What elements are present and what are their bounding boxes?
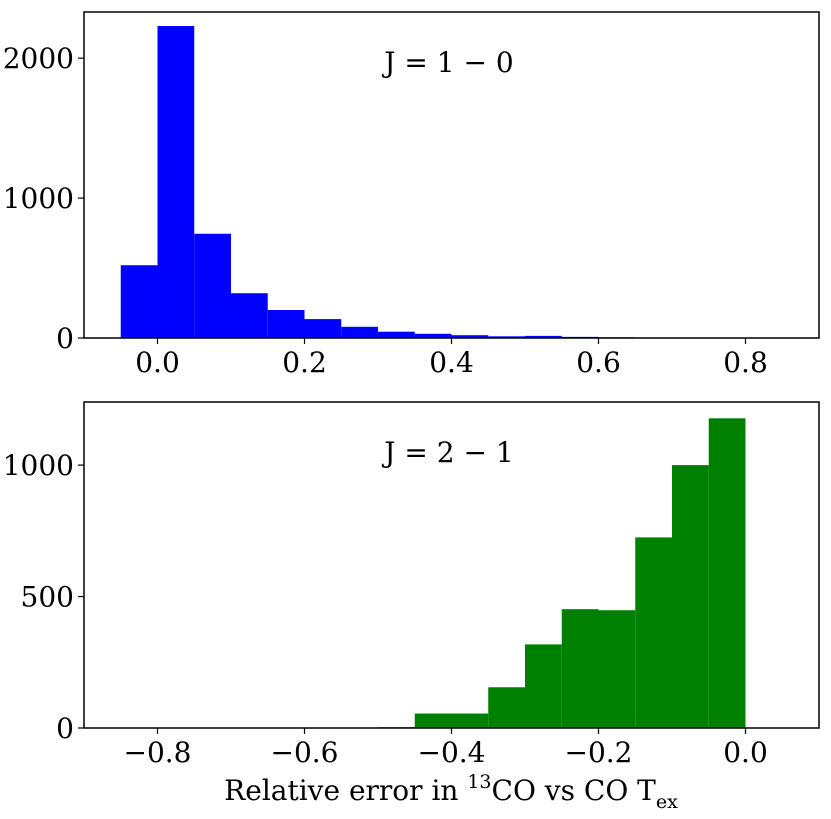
x-tick-label: −0.8	[124, 736, 192, 769]
histogram-bar	[120, 265, 158, 338]
histogram-bar	[194, 233, 231, 338]
histogram-bar	[378, 331, 415, 338]
x-axis-label-sub: ex	[656, 791, 678, 813]
y-tick-label: 500	[21, 581, 74, 614]
histogram-bar	[635, 537, 672, 728]
panel-annotation: J = 2 − 1	[381, 436, 513, 469]
histogram-bar	[231, 293, 268, 338]
x-tick-label: 0.6	[576, 346, 621, 379]
y-tick-label: 1000	[3, 182, 74, 215]
x-tick-label: 0.2	[282, 346, 327, 379]
histogram-bar	[598, 610, 636, 728]
histogram-bar	[488, 687, 525, 728]
y-tick-label: 0	[56, 712, 74, 745]
x-axis-label-prefix: Relative error in	[224, 774, 467, 807]
y-tick-label: 0	[56, 322, 74, 355]
x-tick-label: 0.0	[723, 736, 768, 769]
histogram-bar	[304, 319, 342, 338]
panel-bottom: −0.8 −0.6 −0.4 −0.2 0.0 0 500 1000 J = 2 − 1	[3, 401, 820, 769]
x-axis-label: Relative error in 13CO vs CO Tex	[224, 771, 678, 813]
histogram-bar	[414, 333, 452, 338]
x-tick-label: −0.2	[565, 736, 633, 769]
histogram-bar	[672, 465, 709, 728]
x-tick-label: 0.0	[135, 346, 180, 379]
histogram-bar	[708, 418, 746, 728]
histogram-bar	[451, 713, 489, 728]
y-tick-label: 2000	[3, 42, 74, 75]
histogram-bar	[488, 336, 525, 338]
x-axis-label-sup: 13	[467, 771, 491, 793]
histogram-bar	[341, 326, 378, 338]
x-tick-label: −0.4	[418, 736, 486, 769]
panel-top: 0.0 0.2 0.4 0.6 0.8 0 1000 2000 J = 1 − 0	[3, 11, 820, 379]
histogram-bar	[451, 335, 489, 338]
panel-annotation: J = 1 − 0	[381, 46, 513, 79]
histogram-bar	[414, 713, 452, 728]
histogram-bar	[525, 335, 562, 338]
histogram-bar	[561, 609, 599, 728]
histogram-bar	[525, 644, 562, 728]
x-tick-label: 0.8	[723, 346, 768, 379]
histogram-bar	[157, 25, 195, 338]
histogram-bar	[267, 310, 305, 338]
x-axis-label-mid: CO vs CO T	[492, 774, 657, 807]
x-tick-label: −0.6	[271, 736, 339, 769]
x-tick-label: 0.4	[429, 346, 474, 379]
y-tick-label: 1000	[3, 449, 74, 482]
